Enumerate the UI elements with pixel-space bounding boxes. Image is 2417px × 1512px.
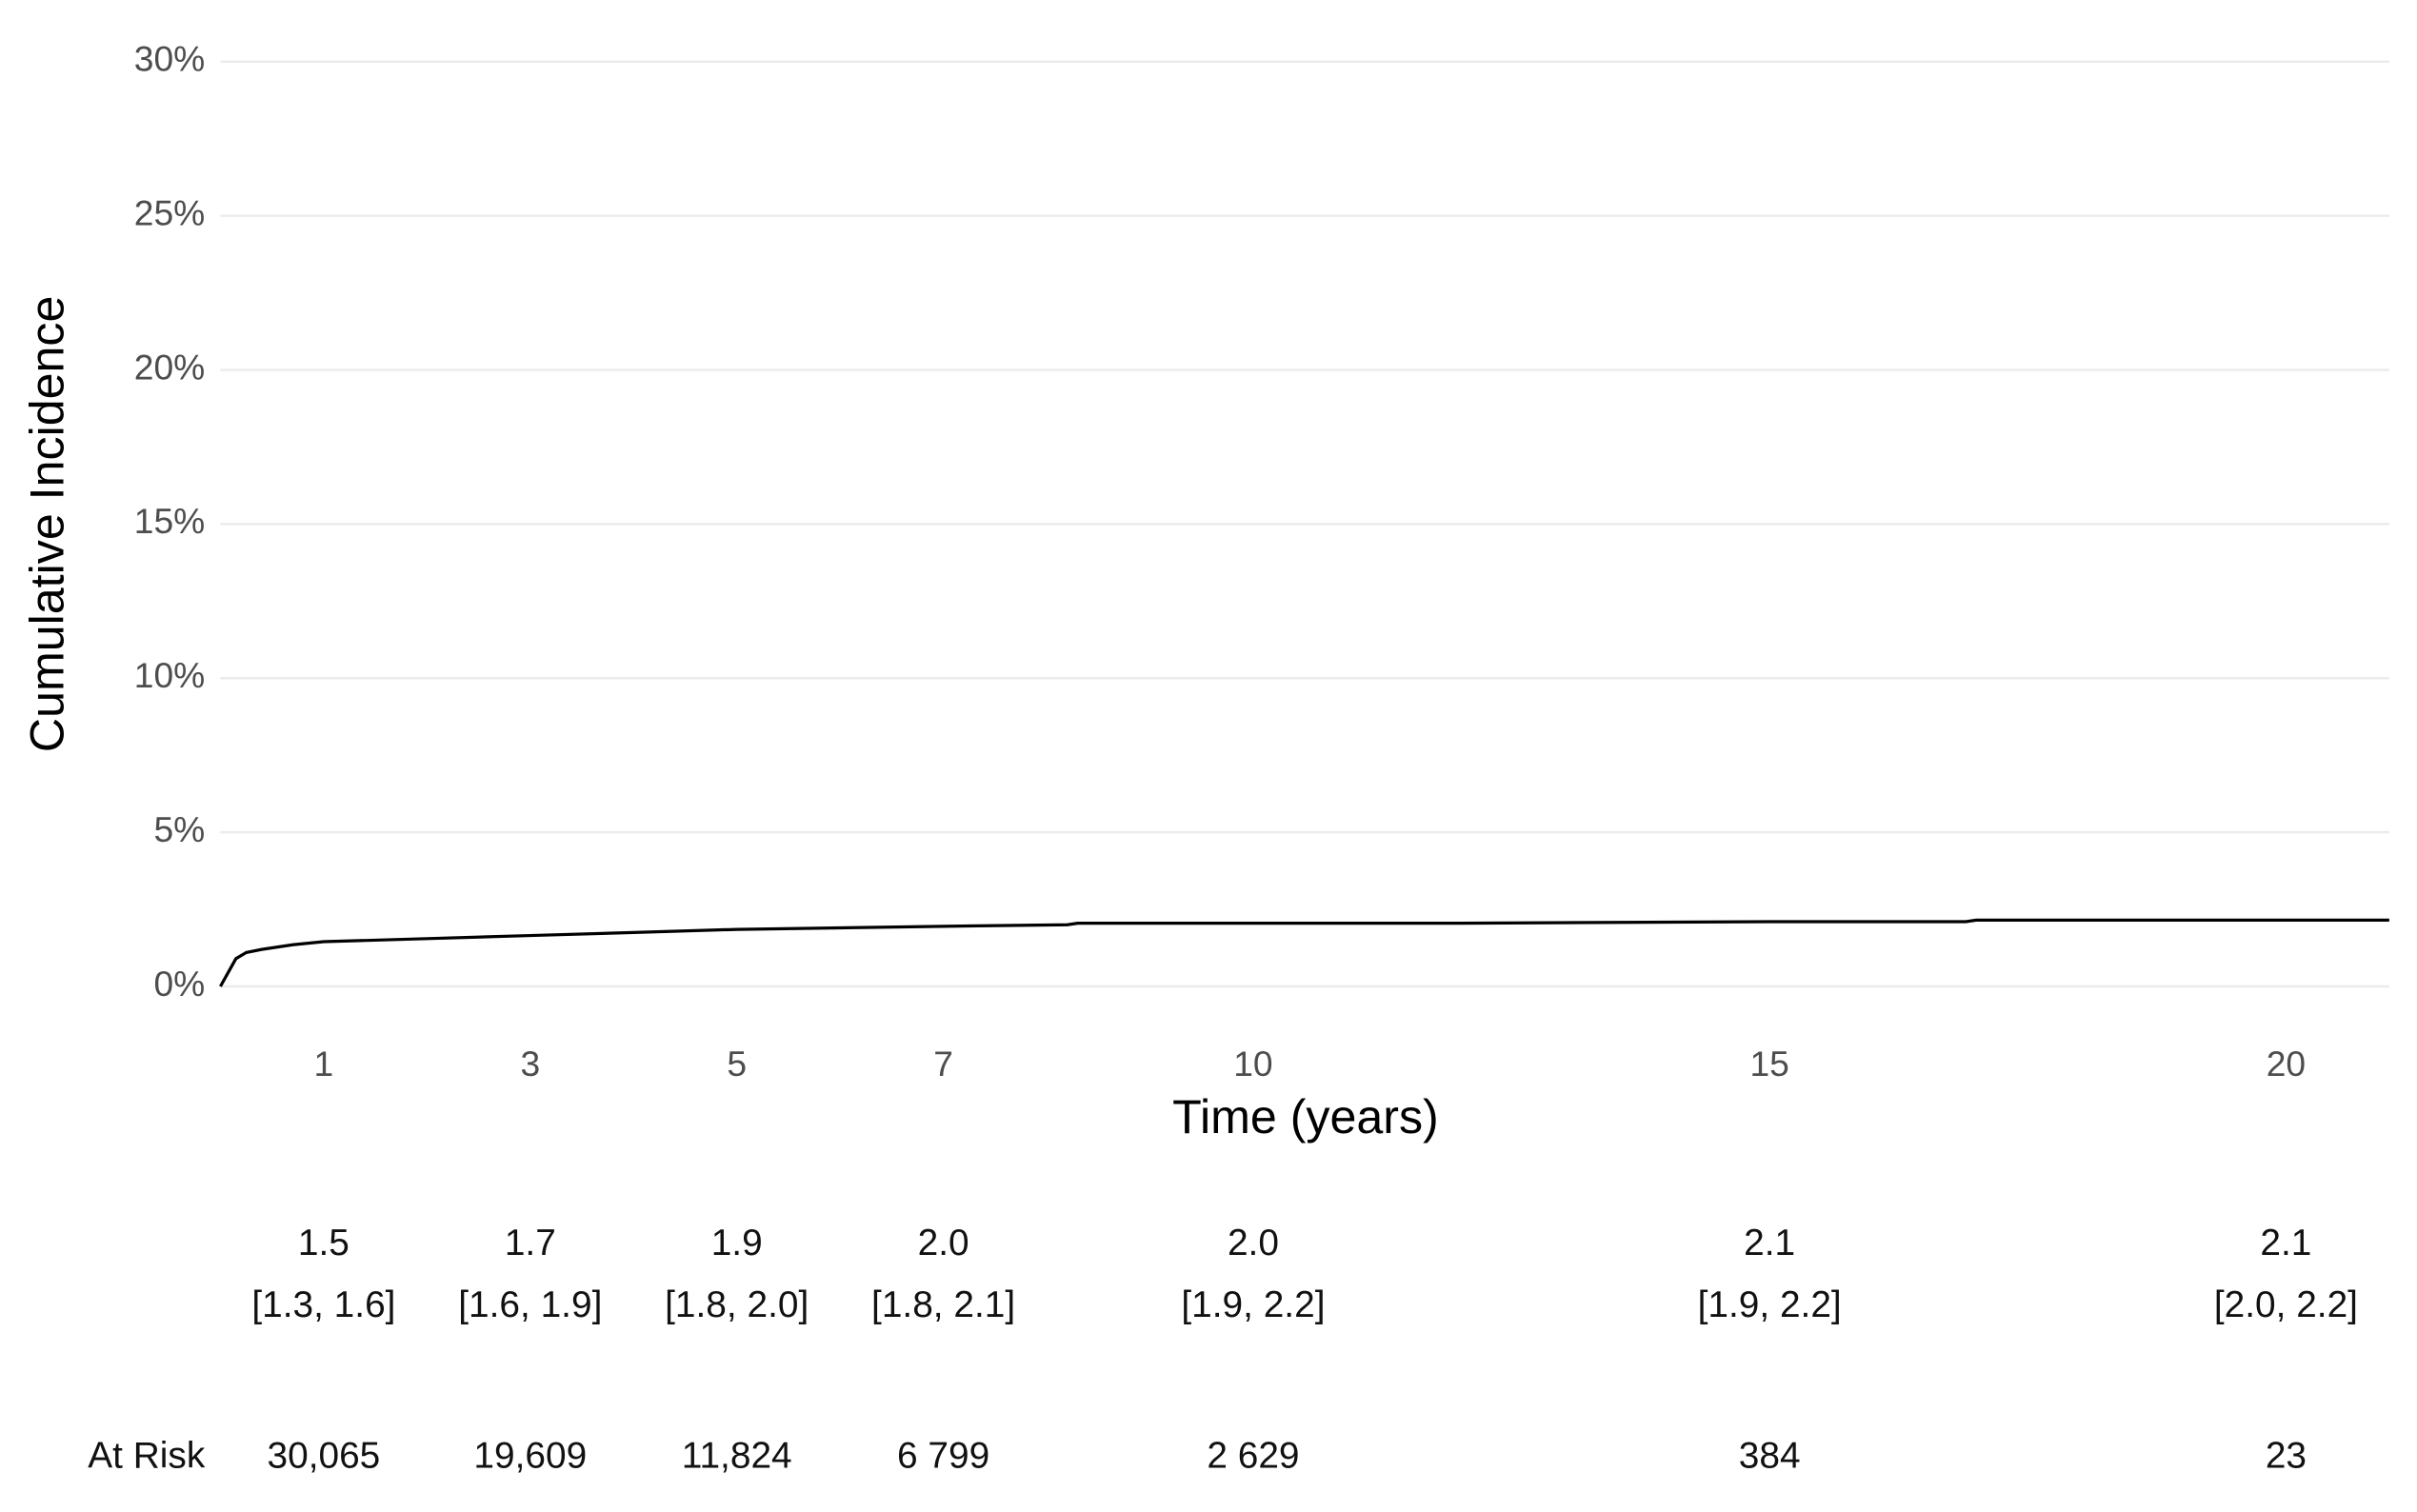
at-risk: 384 [1739,1436,1801,1477]
estimate: 2.0 [1228,1223,1279,1263]
estimate: 2.1 [1744,1223,1795,1263]
interval: [1.3, 1.6] [251,1284,395,1325]
y-axis-label: Cumulative Incidence [21,296,74,753]
y-tick-label: 0% [153,964,205,1004]
y-tick-label: 5% [153,809,205,849]
interval: [2.0, 2.2] [2214,1284,2358,1325]
interval: [1.6, 1.9] [458,1284,602,1325]
interval: [1.8, 2.1] [871,1284,1015,1325]
estimate: 1.7 [505,1223,556,1263]
y-tick-label: 30% [134,39,206,79]
y-tick-label: 10% [134,655,206,695]
estimate: 2.0 [918,1223,969,1263]
x-tick-label: 15 [1749,1044,1788,1084]
x-tick-label: 3 [520,1044,540,1084]
interval: [1.8, 2.0] [665,1284,809,1325]
x-tick-label: 1 [314,1044,334,1084]
x-tick-label: 5 [727,1044,747,1084]
at-risk: 6 799 [897,1436,989,1477]
at-risk: 23 [2266,1436,2307,1477]
at-risk: 30,065 [268,1436,381,1477]
x-tick-label: 7 [933,1044,953,1084]
at-risk: 11,824 [682,1436,792,1477]
curve [219,918,2389,987]
x-tick-label: 10 [1233,1044,1272,1084]
y-tick-label: 20% [134,347,206,387]
at-risk: 19,609 [473,1436,587,1477]
y-tick-label: 15% [134,501,206,541]
estimate: 1.5 [298,1223,350,1263]
interval: [1.9, 2.2] [1181,1284,1325,1325]
y-tick-label: 25% [134,193,206,233]
at-risk-label: At Risk [88,1436,206,1477]
interval: [1.9, 2.2] [1698,1284,1842,1325]
estimate: 1.9 [711,1223,763,1263]
x-tick-label: 20 [2267,1044,2306,1084]
estimate: 2.1 [2260,1223,2311,1263]
at-risk: 2 629 [1207,1436,1299,1477]
x-axis-label: Time (years) [1172,1090,1439,1144]
